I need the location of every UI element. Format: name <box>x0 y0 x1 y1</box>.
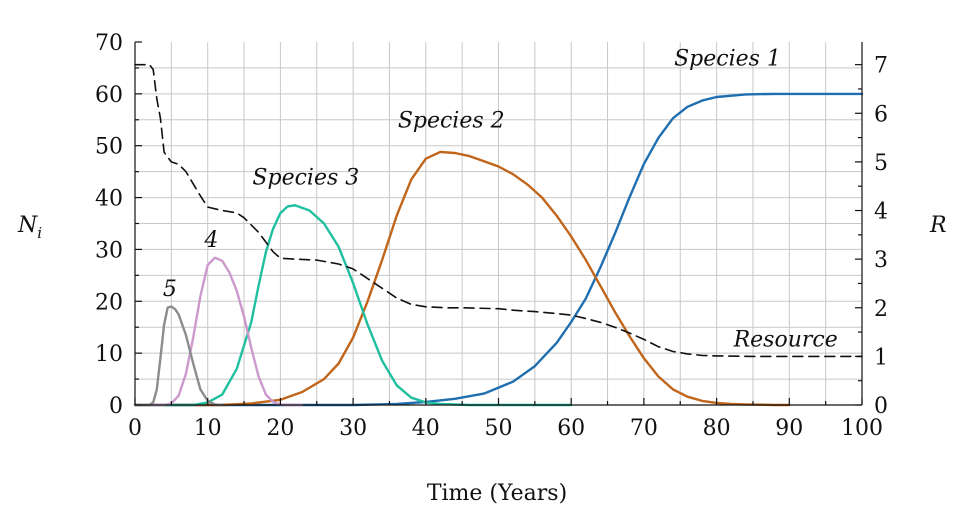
y-right-tick-label: 2 <box>874 297 888 322</box>
y-axis-right-title: R <box>929 213 947 238</box>
series-label: Species 3 <box>252 166 359 191</box>
y-left-tick-label: 40 <box>95 187 123 212</box>
y-axis-left-title: Ni <box>17 213 42 242</box>
x-tick-label: 20 <box>266 416 294 441</box>
y-right-tick-label: 3 <box>874 248 888 273</box>
series-line-species-1 <box>133 92 864 407</box>
x-tick-label: 0 <box>128 416 142 441</box>
x-tick-label: 100 <box>841 416 883 441</box>
series-line-species-2 <box>133 150 791 407</box>
x-tick-label: 90 <box>775 416 803 441</box>
x-tick-label: 60 <box>557 416 585 441</box>
series-label: Species 1 <box>674 46 781 71</box>
series-label: 5 <box>163 277 177 302</box>
y-right-tick-label: 0 <box>874 394 888 419</box>
series-line-4 <box>133 256 304 407</box>
x-axis-title: Time (Years) <box>427 481 567 506</box>
grid <box>135 42 862 405</box>
x-tick-label: 70 <box>630 416 658 441</box>
annotations: Species 1 Species 2 Species 3 4 5 Resource <box>163 46 838 352</box>
series-label: 4 <box>203 228 218 253</box>
x-tick-label: 10 <box>194 416 222 441</box>
tick-labels: 0 10 20 30 40 50 60 70 80 90 100010203040506070012… <box>95 31 888 441</box>
series-label: Resource <box>733 328 838 353</box>
y-left-tick-label: 10 <box>95 342 123 367</box>
y-left-tick-label: 50 <box>95 135 123 160</box>
y-right-tick-label: 5 <box>874 151 888 176</box>
y-left-tick-label: 70 <box>95 31 123 56</box>
series-line-resource <box>134 63 863 358</box>
y-right-tick-label: 7 <box>874 54 888 79</box>
x-tick-label: 80 <box>703 416 731 441</box>
y-left-tick-label: 60 <box>95 83 123 108</box>
y-left-tick-label: 20 <box>95 290 123 315</box>
x-tick-label: 40 <box>412 416 440 441</box>
y-right-tick-label: 6 <box>874 102 888 127</box>
axes <box>134 41 863 406</box>
y-left-tick-label: 30 <box>95 238 123 263</box>
y-right-tick-label: 4 <box>874 200 888 225</box>
x-tick-label: 30 <box>339 416 367 441</box>
x-tick-label: 50 <box>485 416 513 441</box>
series-line-5 <box>133 305 224 407</box>
y-left-tick-label: 0 <box>109 394 123 419</box>
y-right-tick-label: 1 <box>874 345 888 370</box>
series-label: Species 2 <box>398 109 505 134</box>
